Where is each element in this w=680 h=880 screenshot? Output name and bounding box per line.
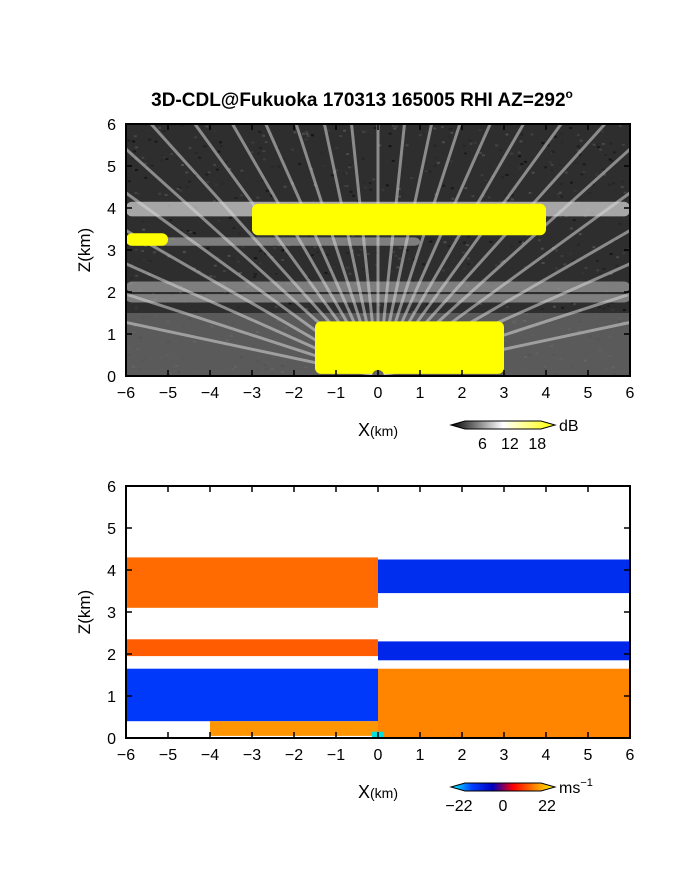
velocity-layer-2 bbox=[126, 639, 378, 657]
x-tick-label: −2 bbox=[285, 747, 303, 764]
x-tick-label: 6 bbox=[626, 385, 635, 402]
x-tick-label: 0 bbox=[374, 385, 383, 402]
echo-layer-5 bbox=[252, 203, 546, 236]
colorbar-tick-label: 18 bbox=[528, 436, 546, 453]
velocity-layer-5 bbox=[378, 668, 630, 738]
velocity-layer-3 bbox=[378, 641, 630, 661]
plot-area bbox=[126, 486, 630, 738]
y-tick-label: 1 bbox=[107, 327, 116, 344]
y-axis-label: Z(km) bbox=[75, 228, 94, 272]
colorbar-tick-label: 22 bbox=[538, 798, 556, 815]
colorbar-tick-label: 12 bbox=[501, 436, 519, 453]
colorbar-tick-label: 6 bbox=[478, 436, 487, 453]
y-tick-label: 0 bbox=[107, 731, 116, 748]
y-tick-label: 5 bbox=[107, 521, 116, 538]
y-tick-label: 3 bbox=[107, 243, 116, 260]
x-tick-label: 3 bbox=[500, 747, 509, 764]
x-tick-label: 0 bbox=[374, 747, 383, 764]
x-tick-label: −4 bbox=[201, 747, 219, 764]
colorbar-tick-label: 0 bbox=[499, 798, 508, 815]
x-tick-label: −3 bbox=[243, 747, 261, 764]
x-tick-label: 5 bbox=[584, 385, 593, 402]
x-tick-label: 1 bbox=[416, 747, 425, 764]
y-axis-label: Z(km) bbox=[75, 590, 94, 634]
velocity-layer-1 bbox=[378, 559, 630, 594]
colorbar: 6 12 18 dB bbox=[449, 418, 579, 453]
velocity-layer-4 bbox=[126, 668, 378, 722]
x-tick-label: −5 bbox=[159, 385, 177, 402]
x-tick-label: 4 bbox=[542, 747, 551, 764]
y-tick-label: 6 bbox=[107, 117, 116, 134]
chart-title: 3D-CDL@Fukuoka 170313 165005 RHI AZ=292o bbox=[151, 87, 573, 111]
colorbar-tick-label: −22 bbox=[445, 798, 472, 815]
x-axis-label: X(km) bbox=[358, 420, 398, 440]
y-tick-label: 2 bbox=[107, 285, 116, 302]
x-tick-label: −1 bbox=[327, 747, 345, 764]
y-tick-label: 6 bbox=[107, 479, 116, 496]
x-tick-label: 2 bbox=[458, 385, 467, 402]
x-tick-label: −3 bbox=[243, 385, 261, 402]
y-tick-label: 5 bbox=[107, 159, 116, 176]
x-tick-label: 4 bbox=[542, 385, 551, 402]
x-tick-label: −6 bbox=[117, 747, 135, 764]
x-axis-label: X(km) bbox=[358, 782, 398, 802]
y-tick-label: 0 bbox=[107, 369, 116, 386]
x-tick-label: −2 bbox=[285, 385, 303, 402]
x-tick-label: −1 bbox=[327, 385, 345, 402]
y-tick-label: 1 bbox=[107, 689, 116, 706]
velocity-layer-0 bbox=[126, 557, 378, 608]
x-tick-label: −4 bbox=[201, 385, 219, 402]
colorbar-bar bbox=[449, 782, 557, 792]
x-tick-label: −6 bbox=[117, 385, 135, 402]
echo-layer-1 bbox=[126, 237, 420, 246]
x-tick-label: −5 bbox=[159, 747, 177, 764]
x-tick-label: 5 bbox=[584, 747, 593, 764]
x-tick-label: 2 bbox=[458, 747, 467, 764]
colorbar-unit: ms−1 bbox=[559, 777, 593, 797]
velocity-panel: −6 −5 −4 −3 −2 −1 0 1 2 3 4 5 6 0 1 2 3 4 5 6 X(km) Z(km) −22 0… bbox=[75, 479, 635, 815]
x-tick-label: 6 bbox=[626, 747, 635, 764]
colorbar-unit: dB bbox=[559, 418, 579, 435]
x-tick-label: 3 bbox=[500, 385, 509, 402]
x-tick-label: 1 bbox=[416, 385, 425, 402]
y-tick-label: 4 bbox=[107, 201, 116, 218]
echo-layer-6 bbox=[126, 233, 168, 246]
plot-area bbox=[126, 124, 630, 376]
y-tick-label: 4 bbox=[107, 563, 116, 580]
y-tick-label: 3 bbox=[107, 605, 116, 622]
y-tick-label: 2 bbox=[107, 647, 116, 664]
echo-layer-7 bbox=[315, 321, 504, 374]
colorbar-bar bbox=[449, 420, 557, 430]
